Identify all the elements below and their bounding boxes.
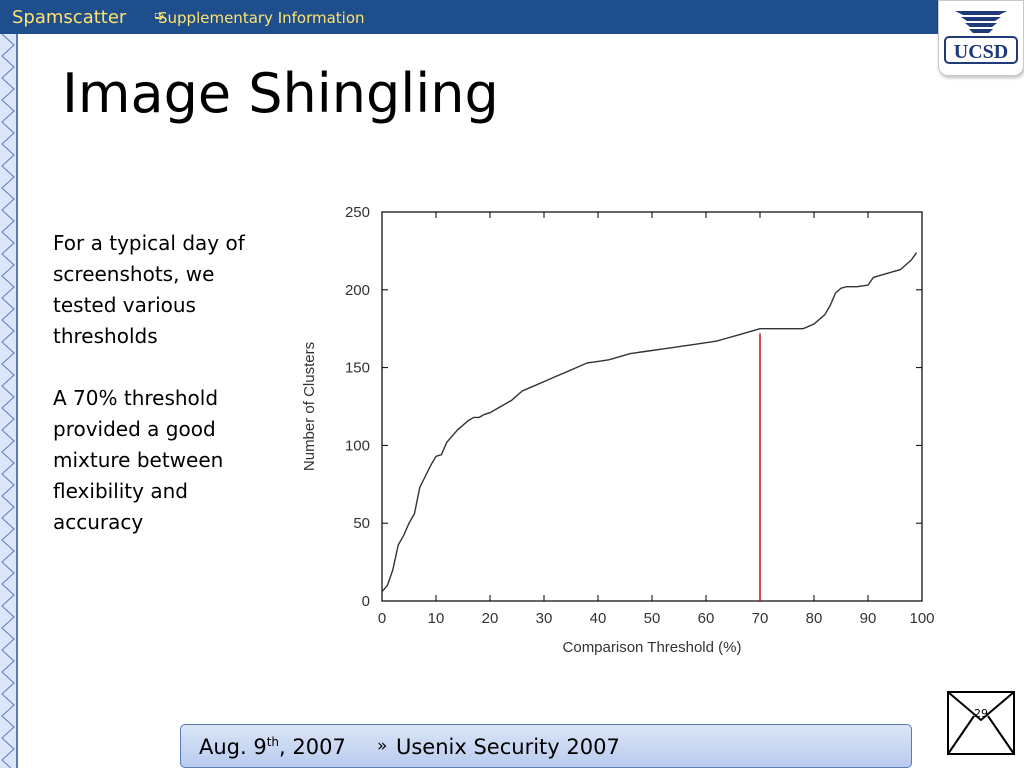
x-tick-label: 40 (590, 610, 607, 627)
double-chevron-icon: » (377, 736, 388, 756)
y-tick-label: 200 (345, 282, 370, 299)
ucsd-logo-icon: UCSD (944, 11, 1018, 64)
paragraph-conclusion: A 70% threshold provided a good mixture … (53, 386, 224, 534)
footer-date-ordinal: th (266, 735, 280, 749)
logo-text: UCSD (954, 41, 1008, 63)
y-tick-label: 100 (345, 437, 370, 454)
page-number: 29 (974, 707, 988, 720)
paragraph-intro: For a typical day of screenshots, we tes… (53, 231, 245, 348)
header-bar: Spamscatter ➭ Supplementary Information (0, 0, 1024, 34)
x-tick-label: 20 (482, 610, 499, 627)
y-tick-label: 250 (345, 204, 370, 221)
arrow-right-icon: ➭ (153, 8, 165, 24)
x-tick-label: 100 (909, 610, 934, 627)
x-tick-label: 80 (806, 610, 823, 627)
x-axis-label: Comparison Threshold (%) (563, 639, 742, 656)
envelope-icon (946, 690, 1016, 761)
x-tick-label: 90 (860, 610, 877, 627)
footer-conference: Usenix Security 2007 (396, 735, 620, 759)
x-tick-label: 70 (752, 610, 769, 627)
plot-frame (381, 211, 923, 602)
brand-title[interactable]: Spamscatter (12, 7, 127, 28)
footer-date: Aug. 9th, 2007 (199, 735, 346, 759)
ucsd-logo: UCSD (938, 0, 1024, 76)
chart-svg: 0 10 20 30 40 50 60 70 80 90 100 0 50 100 150 200 250 Com… (301, 204, 935, 656)
x-tick-label: 0 (378, 610, 386, 627)
y-axis-label: Number of Clusters (301, 342, 318, 471)
slide-title: Image Shingling (62, 62, 499, 125)
y-tick-label: 50 (353, 515, 370, 532)
x-tick-label: 10 (428, 610, 445, 627)
footer-date-day: Aug. 9 (199, 735, 267, 759)
threshold-chart: 0 10 20 30 40 50 60 70 80 90 100 0 50 100 150 200 250 Com… (290, 195, 960, 680)
x-tick-label: 50 (644, 610, 661, 627)
y-tick-label: 150 (345, 360, 370, 377)
series-line (381, 252, 918, 593)
breadcrumb-section[interactable]: Supplementary Information (158, 9, 365, 27)
y-tick-label: 0 (362, 593, 370, 610)
footer-date-year: , 2007 (279, 735, 346, 759)
x-tick-label: 60 (698, 610, 715, 627)
x-tick-label: 30 (536, 610, 553, 627)
footer-bar: Aug. 9th, 2007 » Usenix Security 2007 (180, 724, 912, 768)
slide-body: For a typical day of screenshots, we tes… (53, 228, 268, 569)
decorative-rail (0, 33, 18, 773)
